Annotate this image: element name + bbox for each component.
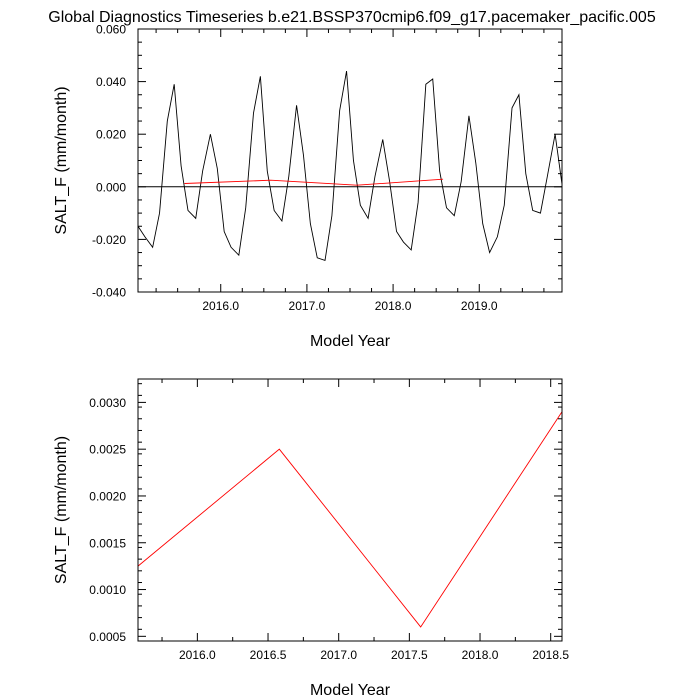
y-tick-label: 0.0010 (89, 583, 126, 597)
y-tick-label: 0.0005 (89, 630, 126, 644)
x-tick-label: 2018.5 (532, 648, 569, 662)
y-tick-label: 0.020 (96, 128, 126, 142)
x-axis-label: Model Year (310, 682, 391, 699)
top-panel: 2016.0 2017.0 2018.0 2019.0 -0.040 -0.020 0.00… (53, 23, 563, 350)
x-axis-label: Model Year (310, 333, 391, 350)
y-tick-label: 0.040 (96, 75, 126, 89)
x-tick-label: 2019.0 (461, 299, 498, 313)
x-tick-label: 2018.0 (462, 648, 499, 662)
y-tick-label: 0.0025 (89, 443, 126, 457)
y-axis-label: SALT_F (mm/month) (53, 86, 70, 234)
figure-title: Global Diagnostics Timeseries b.e21.BSSP… (48, 9, 656, 26)
bottom-panel: 2016.0 2016.5 2017.0 2017.5 2018.0 2018.5 0.00… (53, 378, 569, 699)
red-series-line (137, 411, 563, 628)
x-tick-label: 2016.5 (250, 648, 287, 662)
plot-frame (137, 378, 563, 642)
y-tick-label: -0.020 (92, 233, 126, 247)
x-tick-label: 2017.0 (289, 299, 326, 313)
red-series-line (184, 178, 444, 186)
y-tick-label: 0.0030 (89, 396, 126, 410)
y-tick-label: 0.060 (96, 23, 126, 37)
x-tick-label: 2017.0 (320, 648, 357, 662)
black-series-line (137, 71, 563, 262)
y-tick-label: 0.0015 (89, 536, 126, 550)
x-tick-label: 2016.0 (179, 648, 216, 662)
y-tick-label: 0.000 (96, 180, 126, 194)
y-tick-label: -0.040 (92, 286, 126, 300)
y-tick-label: 0.0020 (89, 489, 126, 503)
plot-frame (137, 28, 563, 293)
x-tick-label: 2017.5 (391, 648, 428, 662)
y-axis-label: SALT_F (mm/month) (53, 436, 70, 584)
x-tick-label: 2018.0 (375, 299, 412, 313)
x-tick-label: 2016.0 (202, 299, 239, 313)
